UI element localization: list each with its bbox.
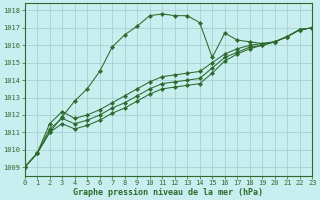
X-axis label: Graphe pression niveau de la mer (hPa): Graphe pression niveau de la mer (hPa) <box>74 188 263 197</box>
